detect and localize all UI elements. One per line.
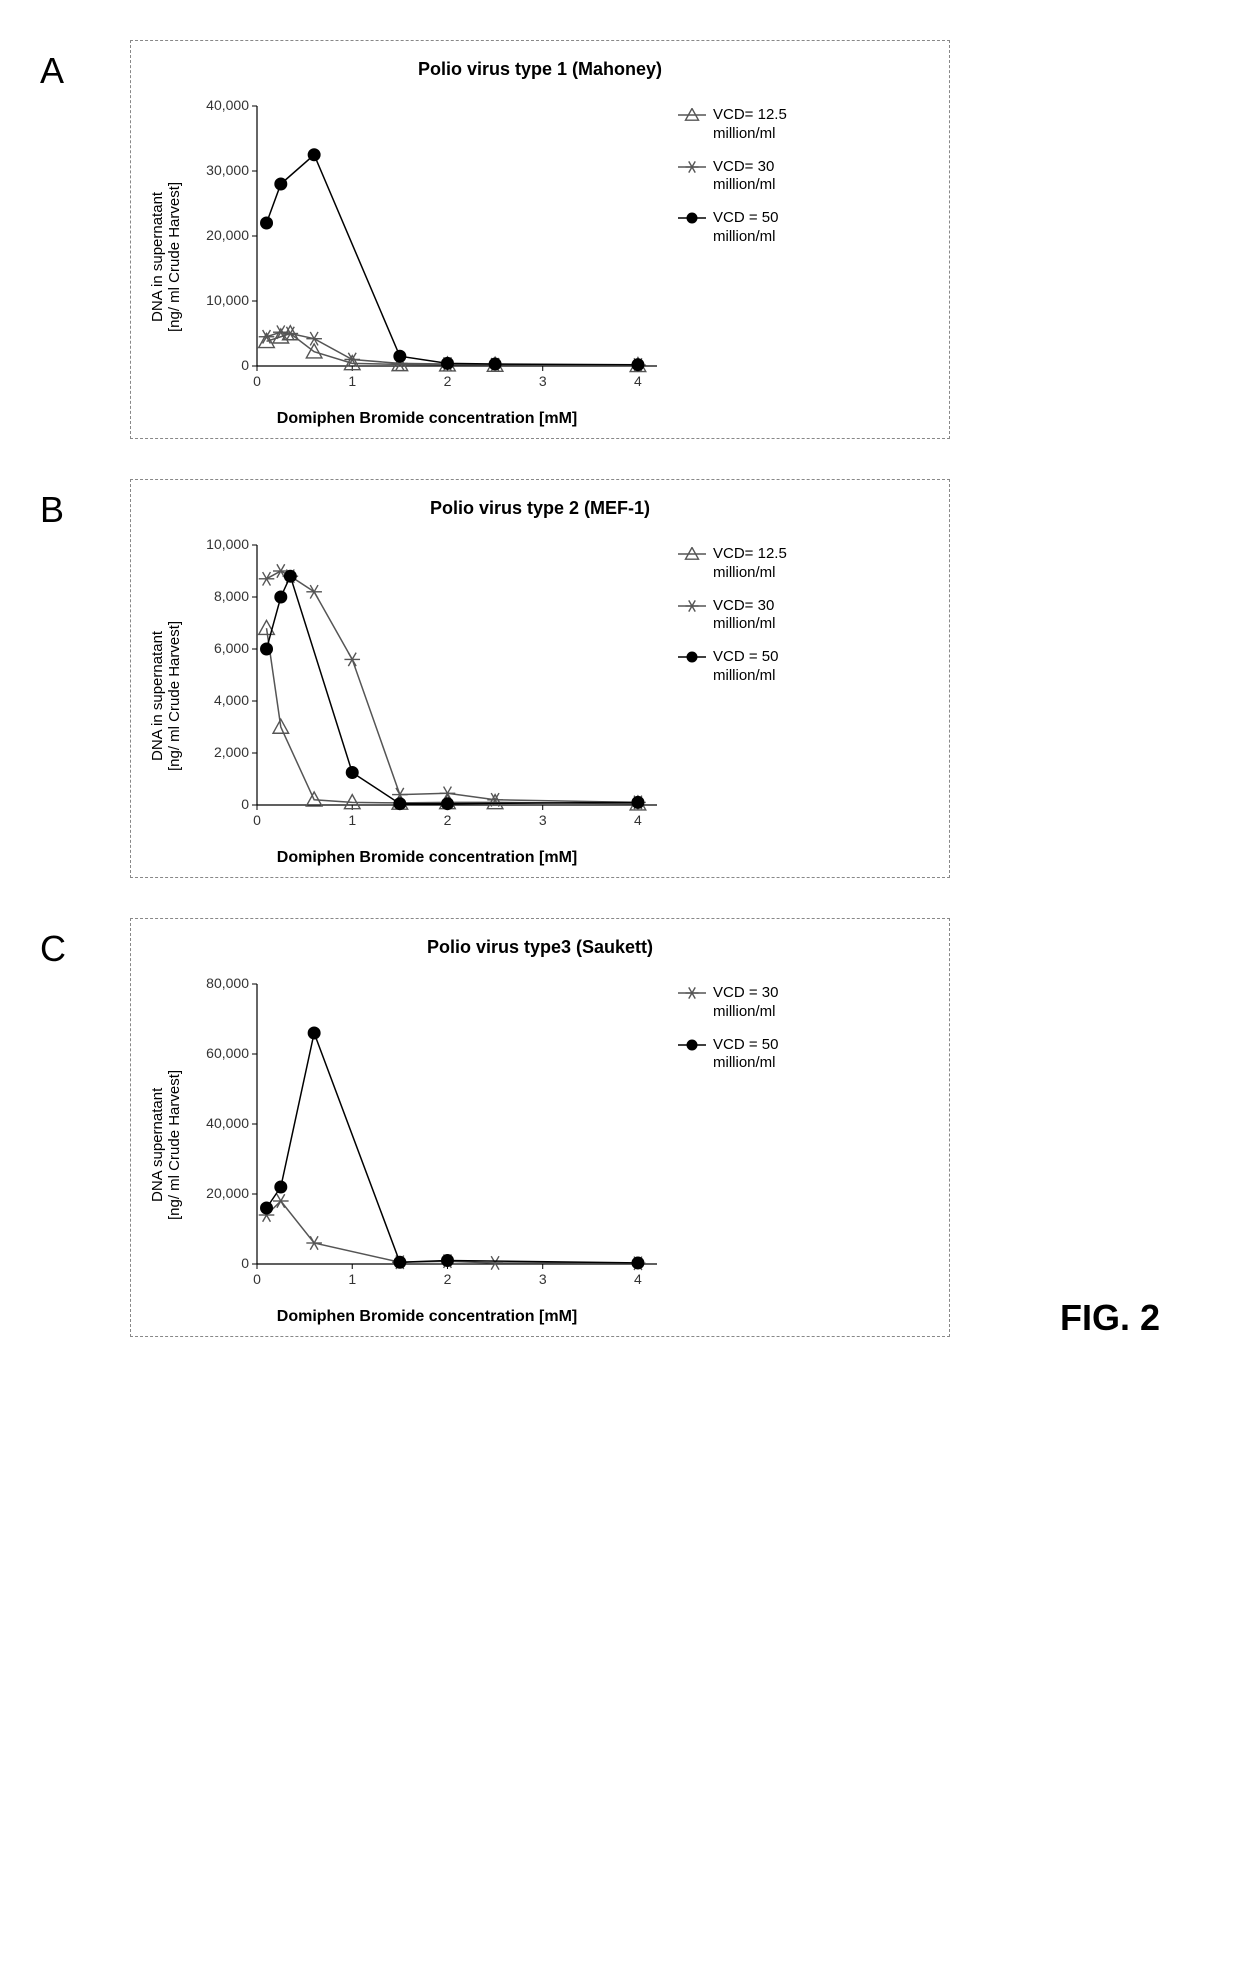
legend-label: VCD= 30million/ml	[713, 597, 776, 635]
legend-item: VCD = 50million/ml	[677, 1036, 778, 1074]
svg-text:60,000: 60,000	[206, 1045, 249, 1061]
svg-text:6,000: 6,000	[214, 640, 249, 656]
svg-text:20,000: 20,000	[206, 227, 249, 243]
svg-text:0: 0	[253, 1271, 261, 1287]
y-axis-label: DNA in supernatant[ng/ ml Crude Harvest]	[145, 525, 187, 867]
legend-marker-icon	[677, 106, 707, 122]
legend-item: VCD= 12.5million/ml	[677, 106, 787, 144]
chart-plot: 0 10,000 20,000 30,000 40,000 0 1 2 3 4	[187, 86, 667, 406]
panel-label-B: B	[40, 479, 100, 531]
svg-text:0: 0	[241, 796, 249, 812]
legend-marker-icon	[677, 158, 707, 174]
legend-marker-icon	[677, 648, 707, 664]
chart-plot: 0 20,000 40,000 60,000 80,000 0 1 2 3 4	[187, 964, 667, 1304]
svg-text:40,000: 40,000	[206, 1115, 249, 1131]
svg-text:1: 1	[348, 373, 356, 389]
svg-text:4: 4	[634, 1271, 642, 1287]
legend-label: VCD = 30million/ml	[713, 984, 778, 1022]
svg-text:40,000: 40,000	[206, 97, 249, 113]
svg-text:20,000: 20,000	[206, 1185, 249, 1201]
legend-marker-icon	[677, 1036, 707, 1052]
legend: VCD= 12.5million/ml VCD= 30million/ml VCD …	[667, 525, 787, 867]
chart-box: Polio virus type3 (Saukett) DNA supernata…	[130, 918, 950, 1337]
svg-text:10,000: 10,000	[206, 536, 249, 552]
panel-label-A: A	[40, 40, 100, 92]
legend-marker-icon	[677, 984, 707, 1000]
y-axis-label: DNA in supernatant[ng/ ml Crude Harvest]	[145, 86, 187, 428]
chart-box: Polio virus type 1 (Mahoney) DNA in super…	[130, 40, 950, 439]
legend-item: VCD = 50million/ml	[677, 648, 787, 686]
legend-label: VCD= 12.5million/ml	[713, 106, 787, 144]
y-axis-label: DNA supernatant[ng/ ml Crude Harvest]	[145, 964, 187, 1326]
svg-text:0: 0	[241, 1255, 249, 1271]
x-axis-label: Domiphen Bromide concentration [mM]	[187, 1308, 667, 1326]
svg-text:1: 1	[348, 812, 356, 828]
legend-label: VCD= 12.5million/ml	[713, 545, 787, 583]
legend-item: VCD= 30million/ml	[677, 158, 787, 196]
chart-plot: 0 2,000 4,000 6,000 8,000 10,000 0 1 2 3 4	[187, 525, 667, 845]
legend-item: VCD = 50million/ml	[677, 209, 787, 247]
legend-marker-icon	[677, 545, 707, 561]
svg-text:0: 0	[253, 812, 261, 828]
legend-marker-icon	[677, 209, 707, 225]
figure-2: A Polio virus type 1 (Mahoney) DNA in supe…	[40, 40, 1200, 1337]
svg-text:0: 0	[241, 357, 249, 373]
svg-text:8,000: 8,000	[214, 588, 249, 604]
legend-item: VCD = 30million/ml	[677, 984, 778, 1022]
legend-item: VCD= 30million/ml	[677, 597, 787, 635]
legend: VCD = 30million/ml VCD = 50million/ml	[667, 964, 778, 1326]
panel-label-C: C	[40, 918, 100, 970]
svg-text:4: 4	[634, 812, 642, 828]
legend-item: VCD= 12.5million/ml	[677, 545, 787, 583]
svg-text:80,000: 80,000	[206, 975, 249, 991]
svg-text:2: 2	[444, 812, 452, 828]
svg-text:3: 3	[539, 373, 547, 389]
svg-text:30,000: 30,000	[206, 162, 249, 178]
svg-text:1: 1	[348, 1271, 356, 1287]
svg-text:2: 2	[444, 1271, 452, 1287]
legend-label: VCD= 30million/ml	[713, 158, 776, 196]
svg-text:3: 3	[539, 812, 547, 828]
chart-title: Polio virus type 1 (Mahoney)	[145, 59, 935, 80]
x-axis-label: Domiphen Bromide concentration [mM]	[187, 410, 667, 428]
chart-title: Polio virus type3 (Saukett)	[145, 937, 935, 958]
legend-label: VCD = 50million/ml	[713, 648, 778, 686]
panel-B: B Polio virus type 2 (MEF-1) DNA in supern…	[40, 479, 1200, 878]
legend-label: VCD = 50million/ml	[713, 1036, 778, 1074]
svg-text:10,000: 10,000	[206, 292, 249, 308]
svg-text:4: 4	[634, 373, 642, 389]
svg-text:2: 2	[444, 373, 452, 389]
chart-box: Polio virus type 2 (MEF-1) DNA in superna…	[130, 479, 950, 878]
chart-title: Polio virus type 2 (MEF-1)	[145, 498, 935, 519]
panel-C: C Polio virus type3 (Saukett) DNA supernat…	[40, 918, 1200, 1337]
svg-text:4,000: 4,000	[214, 692, 249, 708]
panel-A: A Polio virus type 1 (Mahoney) DNA in supe…	[40, 40, 1200, 439]
svg-text:0: 0	[253, 373, 261, 389]
x-axis-label: Domiphen Bromide concentration [mM]	[187, 849, 667, 867]
legend: VCD= 12.5million/ml VCD= 30million/ml VCD …	[667, 86, 787, 428]
legend-marker-icon	[677, 597, 707, 613]
svg-text:2,000: 2,000	[214, 744, 249, 760]
legend-label: VCD = 50million/ml	[713, 209, 778, 247]
svg-text:3: 3	[539, 1271, 547, 1287]
